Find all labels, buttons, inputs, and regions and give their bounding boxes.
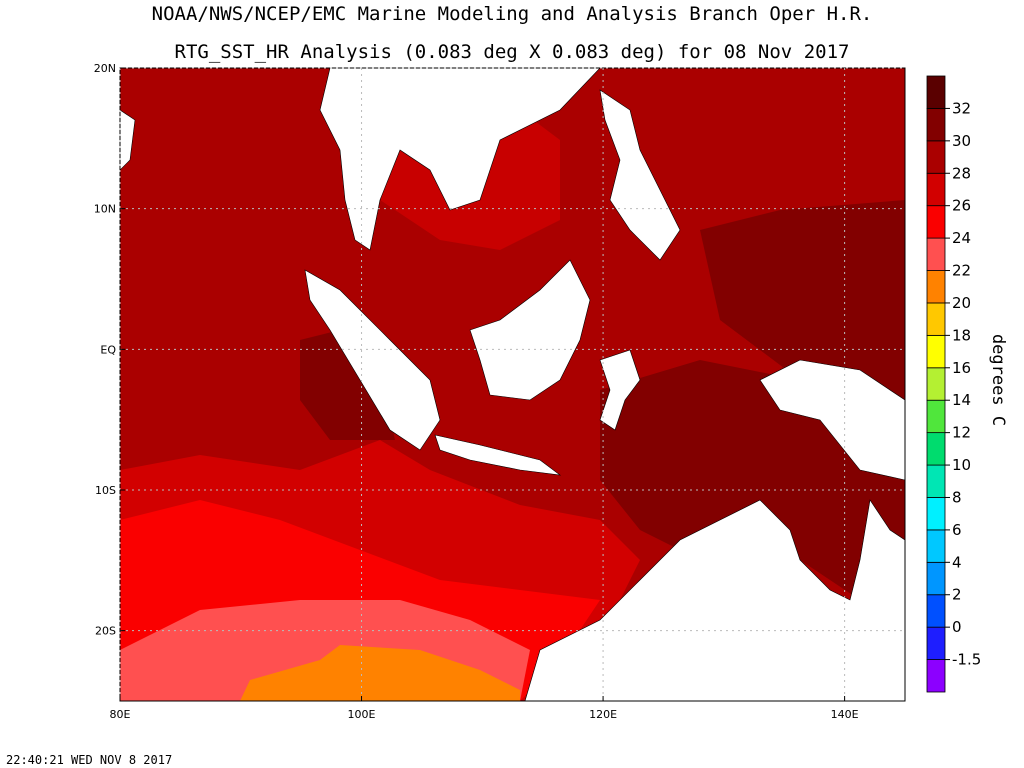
colorbar-swatch [926, 626, 946, 660]
colorbar-label: 24 [952, 229, 971, 247]
colorbar-label: 28 [952, 164, 971, 182]
colorbar-label: -1.5 [952, 651, 981, 669]
x-tick-label: 80E [110, 708, 131, 721]
y-tick-label: 10S [95, 484, 116, 497]
colorbar-swatch [926, 464, 946, 498]
colorbar-label: 4 [952, 553, 962, 571]
colorbar-swatch [926, 140, 946, 174]
colorbar-swatch [926, 561, 946, 596]
colorbar-swatch [926, 334, 946, 369]
map-frame [119, 67, 906, 702]
x-tick-label: 120E [589, 708, 617, 721]
colorbar-swatch [926, 659, 946, 693]
colorbar-swatch [926, 270, 946, 304]
y-tick-label: 20N [94, 62, 116, 75]
colorbar-label: 18 [952, 326, 971, 344]
colorbar-label: 26 [952, 197, 971, 215]
x-tick-label: 100E [348, 708, 376, 721]
colorbar-label: 10 [952, 456, 971, 474]
colorbar-swatch [926, 367, 946, 401]
x-tick-label: 140E [831, 708, 859, 721]
colorbar-label: 14 [952, 391, 971, 409]
colorbar-label: degrees C [988, 334, 1008, 426]
colorbar-label: 20 [952, 294, 971, 312]
colorbar-label: 8 [952, 488, 962, 506]
colorbar-swatch [926, 399, 946, 434]
colorbar-swatch [926, 594, 946, 628]
title: NOAA/NWS/NCEP/EMC Marine Modeling and An… [152, 3, 873, 25]
sst-field [120, 68, 905, 701]
colorbar-label: 22 [952, 262, 971, 280]
colorbar-label: 2 [952, 586, 962, 604]
y-tick-label: EQ [100, 343, 116, 356]
y-tick-label: 20S [95, 625, 116, 638]
colorbar-label: 6 [952, 521, 962, 539]
colorbar-label: 12 [952, 424, 971, 442]
colorbar-label: 0 [952, 618, 962, 636]
colorbar-swatch [926, 205, 946, 239]
timestamp: 22:40:21 WED NOV 8 2017 [6, 753, 172, 767]
colorbar-swatch [926, 108, 946, 142]
colorbar-swatch [926, 75, 946, 109]
colorbar-swatch [926, 497, 946, 531]
colorbar-label: 16 [952, 359, 971, 377]
colorbar-swatch [926, 172, 946, 207]
colorbar-label: 32 [952, 99, 971, 117]
colorbar-label: 30 [952, 132, 971, 150]
colorbar-swatch [926, 432, 946, 466]
subtitle: RTG_SST_HR Analysis (0.083 deg X 0.083 d… [175, 41, 850, 63]
colorbar-swatch [926, 529, 946, 563]
colorbar-swatch [926, 302, 946, 336]
colorbar-swatch [926, 237, 946, 271]
y-tick-label: 10N [94, 203, 116, 216]
